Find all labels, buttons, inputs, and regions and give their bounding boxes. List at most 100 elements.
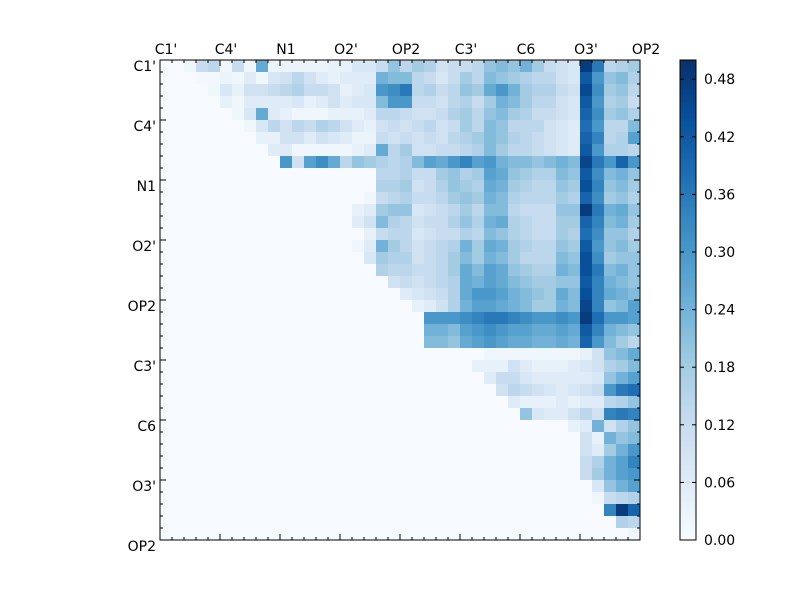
heatmap-cell bbox=[400, 204, 413, 217]
heatmap-cell bbox=[280, 492, 293, 505]
heatmap-cell bbox=[424, 132, 437, 145]
heatmap-cell bbox=[184, 348, 197, 361]
heatmap-cell bbox=[352, 528, 365, 541]
heatmap-cell bbox=[256, 216, 269, 229]
heatmap-cell bbox=[412, 360, 425, 373]
heatmap-cell bbox=[484, 84, 497, 97]
heatmap-cell bbox=[352, 132, 365, 145]
heatmap-cell bbox=[376, 288, 389, 301]
y-tick-label: OP2 bbox=[128, 299, 156, 315]
heatmap-cell bbox=[340, 60, 353, 73]
heatmap-cell bbox=[496, 60, 509, 73]
heatmap-cell bbox=[556, 144, 569, 157]
heatmap-cell bbox=[484, 348, 497, 361]
heatmap-cell bbox=[328, 240, 341, 253]
heatmap-cell bbox=[172, 492, 185, 505]
heatmap-cell bbox=[208, 312, 221, 325]
heatmap-cell bbox=[352, 144, 365, 157]
heatmap-cell bbox=[544, 228, 557, 241]
heatmap-cell bbox=[208, 204, 221, 217]
heatmap-cell bbox=[460, 312, 473, 325]
heatmap-cell bbox=[388, 132, 401, 145]
heatmap-cell bbox=[544, 108, 557, 121]
heatmap-cell bbox=[616, 276, 629, 289]
heatmap-cell bbox=[376, 432, 389, 445]
heatmap-cell bbox=[256, 168, 269, 181]
heatmap-cell bbox=[460, 396, 473, 409]
heatmap-cell bbox=[184, 204, 197, 217]
heatmap-cell bbox=[400, 300, 413, 313]
heatmap-cell bbox=[328, 516, 341, 529]
heatmap-cell bbox=[604, 420, 617, 433]
heatmap-cell bbox=[508, 204, 521, 217]
heatmap-cell bbox=[520, 408, 533, 421]
heatmap-cell bbox=[520, 396, 533, 409]
heatmap-cell bbox=[472, 480, 485, 493]
heatmap-cell bbox=[532, 456, 545, 469]
x-tick-label: O3' bbox=[574, 42, 598, 58]
heatmap-cell bbox=[412, 312, 425, 325]
heatmap-cell bbox=[604, 72, 617, 85]
heatmap-cell bbox=[376, 480, 389, 493]
heatmap-cell bbox=[436, 240, 449, 253]
heatmap-cell bbox=[616, 180, 629, 193]
heatmap-cell bbox=[484, 120, 497, 133]
heatmap-cell bbox=[532, 72, 545, 85]
heatmap-cell bbox=[484, 216, 497, 229]
heatmap-cell bbox=[376, 60, 389, 73]
heatmap-cell bbox=[376, 264, 389, 277]
heatmap-cell bbox=[592, 144, 605, 157]
heatmap-cell bbox=[556, 84, 569, 97]
heatmap-cell bbox=[436, 300, 449, 313]
heatmap-cell bbox=[628, 84, 641, 97]
heatmap-cell bbox=[316, 384, 329, 397]
heatmap-cell bbox=[592, 396, 605, 409]
heatmap-cell bbox=[328, 408, 341, 421]
heatmap-cell bbox=[568, 408, 581, 421]
heatmap-cell bbox=[544, 408, 557, 421]
heatmap-cell bbox=[436, 252, 449, 265]
heatmap-cell bbox=[364, 504, 377, 517]
heatmap-cell bbox=[352, 396, 365, 409]
heatmap-cell bbox=[556, 456, 569, 469]
heatmap-cell bbox=[508, 132, 521, 145]
heatmap-cell bbox=[556, 528, 569, 541]
heatmap-cell bbox=[232, 384, 245, 397]
heatmap-cell bbox=[592, 132, 605, 145]
heatmap-cell bbox=[508, 336, 521, 349]
heatmap-cell bbox=[448, 336, 461, 349]
heatmap-cell bbox=[220, 276, 233, 289]
heatmap-cell bbox=[184, 264, 197, 277]
heatmap-cell bbox=[472, 300, 485, 313]
heatmap-cell bbox=[532, 60, 545, 73]
heatmap-cell bbox=[280, 528, 293, 541]
heatmap-cell bbox=[232, 408, 245, 421]
heatmap-cell bbox=[400, 444, 413, 457]
heatmap-cell bbox=[544, 516, 557, 529]
heatmap-cell bbox=[172, 480, 185, 493]
heatmap-cell bbox=[520, 216, 533, 229]
heatmap-cell bbox=[232, 144, 245, 157]
heatmap-cell bbox=[220, 492, 233, 505]
heatmap-cell bbox=[160, 144, 173, 157]
x-tick-label: OP2 bbox=[632, 42, 660, 58]
heatmap-cell bbox=[376, 456, 389, 469]
heatmap-cell bbox=[424, 168, 437, 181]
heatmap-cell bbox=[388, 216, 401, 229]
heatmap-cell bbox=[316, 204, 329, 217]
heatmap-cell bbox=[592, 216, 605, 229]
heatmap-cell bbox=[628, 396, 641, 409]
heatmap-cell bbox=[340, 372, 353, 385]
heatmap-cell bbox=[472, 240, 485, 253]
heatmap-cell bbox=[364, 348, 377, 361]
heatmap-cell bbox=[244, 60, 257, 73]
heatmap-cell bbox=[172, 180, 185, 193]
heatmap-cell bbox=[364, 336, 377, 349]
heatmap-cell bbox=[316, 456, 329, 469]
heatmap-cell bbox=[412, 384, 425, 397]
heatmap-cell bbox=[196, 360, 209, 373]
heatmap-cell bbox=[256, 456, 269, 469]
heatmap-cell bbox=[256, 120, 269, 133]
heatmap-cell bbox=[388, 180, 401, 193]
heatmap-cell bbox=[280, 312, 293, 325]
